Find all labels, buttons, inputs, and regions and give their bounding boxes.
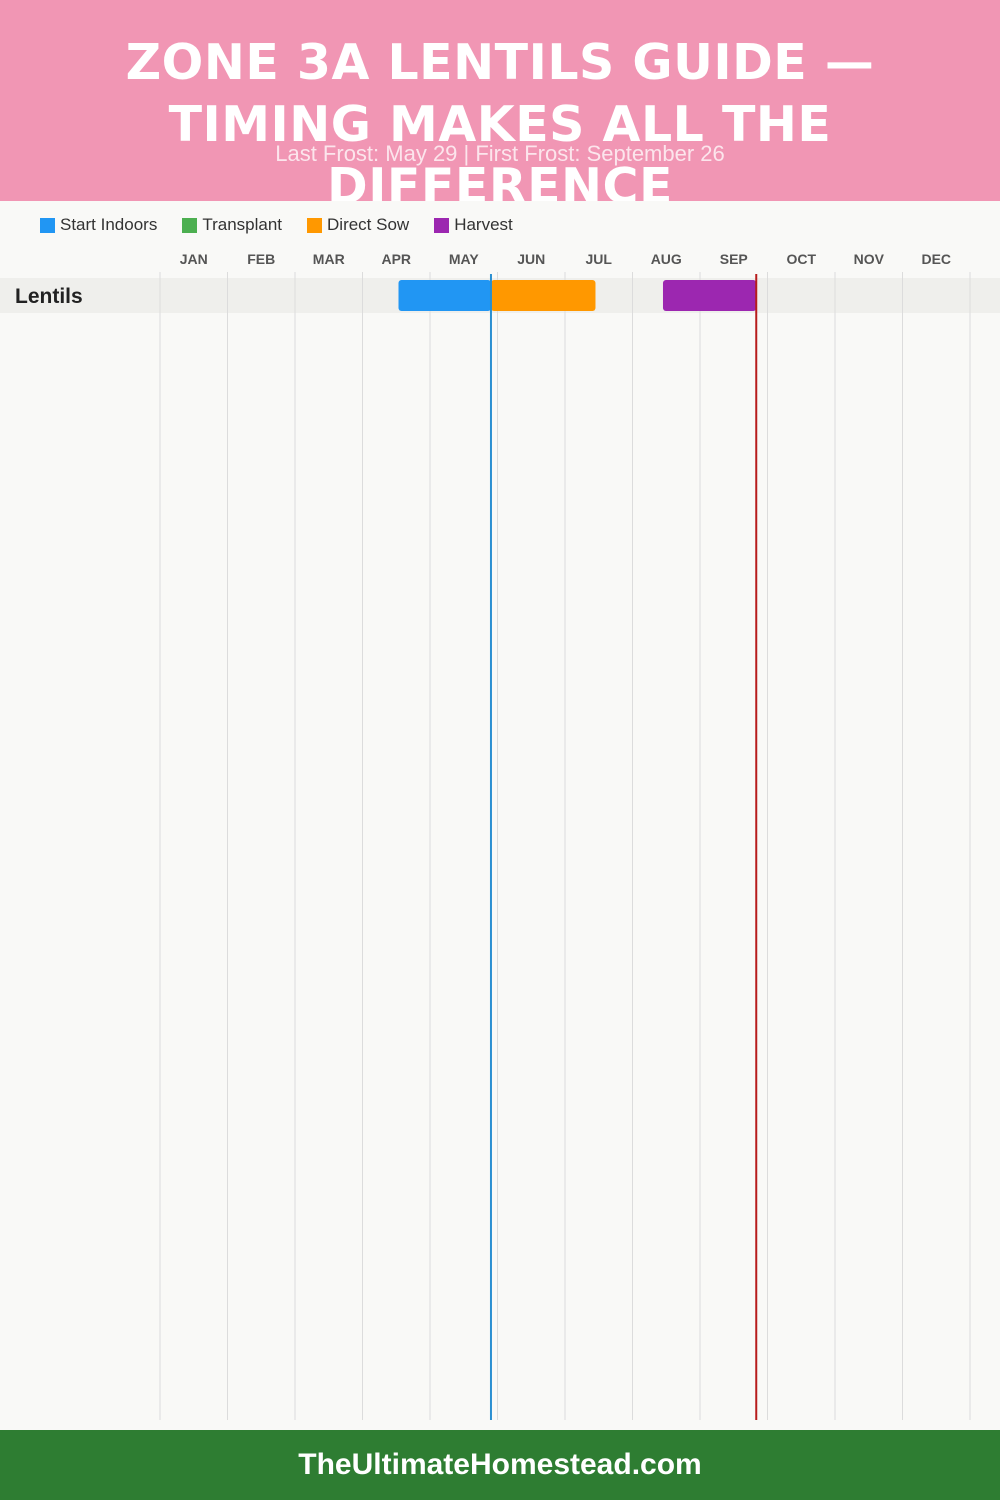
- month-label: JUN: [517, 251, 545, 267]
- month-label: NOV: [854, 251, 885, 267]
- legend-label: Start Indoors: [60, 215, 158, 234]
- month-label: FEB: [247, 251, 275, 267]
- legend-item-harvest: Harvest: [434, 215, 513, 235]
- task-bar-harvest: [662, 280, 757, 311]
- legend-item-start-indoors: Start Indoors: [40, 215, 157, 235]
- task-bar-direct-sow: [490, 280, 596, 311]
- legend-swatch-direct-sow: [307, 217, 323, 233]
- footer-banner: TheUltimateHomestead.com: [0, 1430, 1000, 1500]
- planting-calendar-chart: JAN FEB MAR APR MAY JUN JUL AUG SEP OCT NOV DEC Lent…: [0, 251, 1000, 1420]
- legend-label: Transplant: [202, 215, 283, 234]
- legend-swatch-harvest: [434, 217, 450, 233]
- legend-label: Harvest: [454, 215, 513, 234]
- month-label: AUG: [651, 251, 682, 267]
- header-banner: ZONE 3A LENTILS GUIDE — TIMING MAKES ALL…: [0, 0, 1000, 201]
- month-label: MAR: [313, 251, 345, 267]
- legend-item-transplant: Transplant: [182, 215, 282, 235]
- crop-label: Lentils: [15, 285, 83, 308]
- month-label: JUL: [586, 251, 613, 267]
- legend-swatch-start-indoors: [40, 217, 55, 233]
- legend-item-direct-sow: Direct Sow: [307, 215, 409, 235]
- legend-swatch-transplant: [182, 217, 198, 233]
- month-label: DEC: [921, 251, 951, 267]
- month-label: JAN: [180, 251, 208, 267]
- task-bar-start-indoors: [398, 280, 491, 311]
- chart-legend: Start Indoors Transplant Direct Sow Harv…: [40, 213, 513, 237]
- month-label: APR: [381, 251, 411, 267]
- footer-site-name: TheUltimateHomestead.com: [298, 1448, 702, 1481]
- month-label: SEP: [720, 251, 748, 267]
- frost-dates-subtitle: Last Frost: May 29 | First Frost: Septem…: [275, 141, 725, 166]
- month-label: MAY: [449, 251, 479, 267]
- page-title: ZONE 3A LENTILS GUIDE — TIMING MAKES ALL…: [125, 34, 875, 201]
- legend-label: Direct Sow: [327, 215, 410, 234]
- month-label: OCT: [786, 251, 816, 267]
